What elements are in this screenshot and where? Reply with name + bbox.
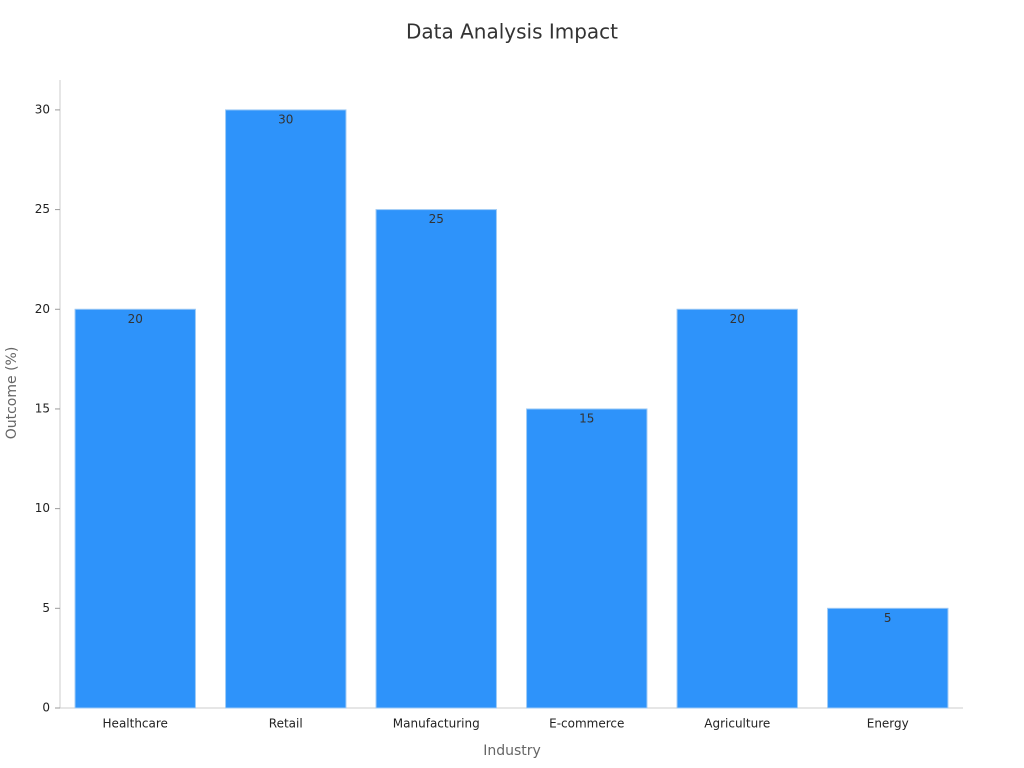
value-label: 5	[884, 611, 892, 625]
bar	[375, 209, 497, 709]
bar	[526, 408, 648, 709]
y-tick-label: 20	[35, 302, 50, 316]
y-tick-label: 10	[35, 501, 50, 515]
x-axis-title: Industry	[483, 743, 541, 759]
x-tick-label: E-commerce	[549, 717, 624, 731]
x-tick-label: Agriculture	[704, 717, 770, 731]
value-label: 15	[579, 411, 594, 425]
bar	[676, 308, 798, 709]
bar	[225, 109, 347, 709]
y-axis-title: Outcome (%)	[4, 347, 20, 440]
value-label: 30	[278, 112, 293, 126]
value-label: 20	[730, 312, 745, 326]
bar	[827, 607, 949, 709]
y-tick-label: 5	[42, 601, 50, 615]
value-label: 20	[128, 312, 143, 326]
y-tick-label: 15	[35, 401, 50, 415]
bar	[74, 308, 196, 709]
y-tick-label: 30	[35, 102, 50, 116]
x-tick-label: Healthcare	[103, 717, 168, 731]
x-tick-label: Manufacturing	[393, 717, 480, 731]
y-tick-label: 0	[42, 701, 50, 715]
chart-title: Data Analysis Impact	[406, 20, 618, 44]
value-label: 25	[429, 212, 444, 226]
y-tick-label: 25	[35, 202, 50, 216]
x-tick-label: Retail	[269, 717, 303, 731]
x-tick-label: Energy	[867, 717, 909, 731]
